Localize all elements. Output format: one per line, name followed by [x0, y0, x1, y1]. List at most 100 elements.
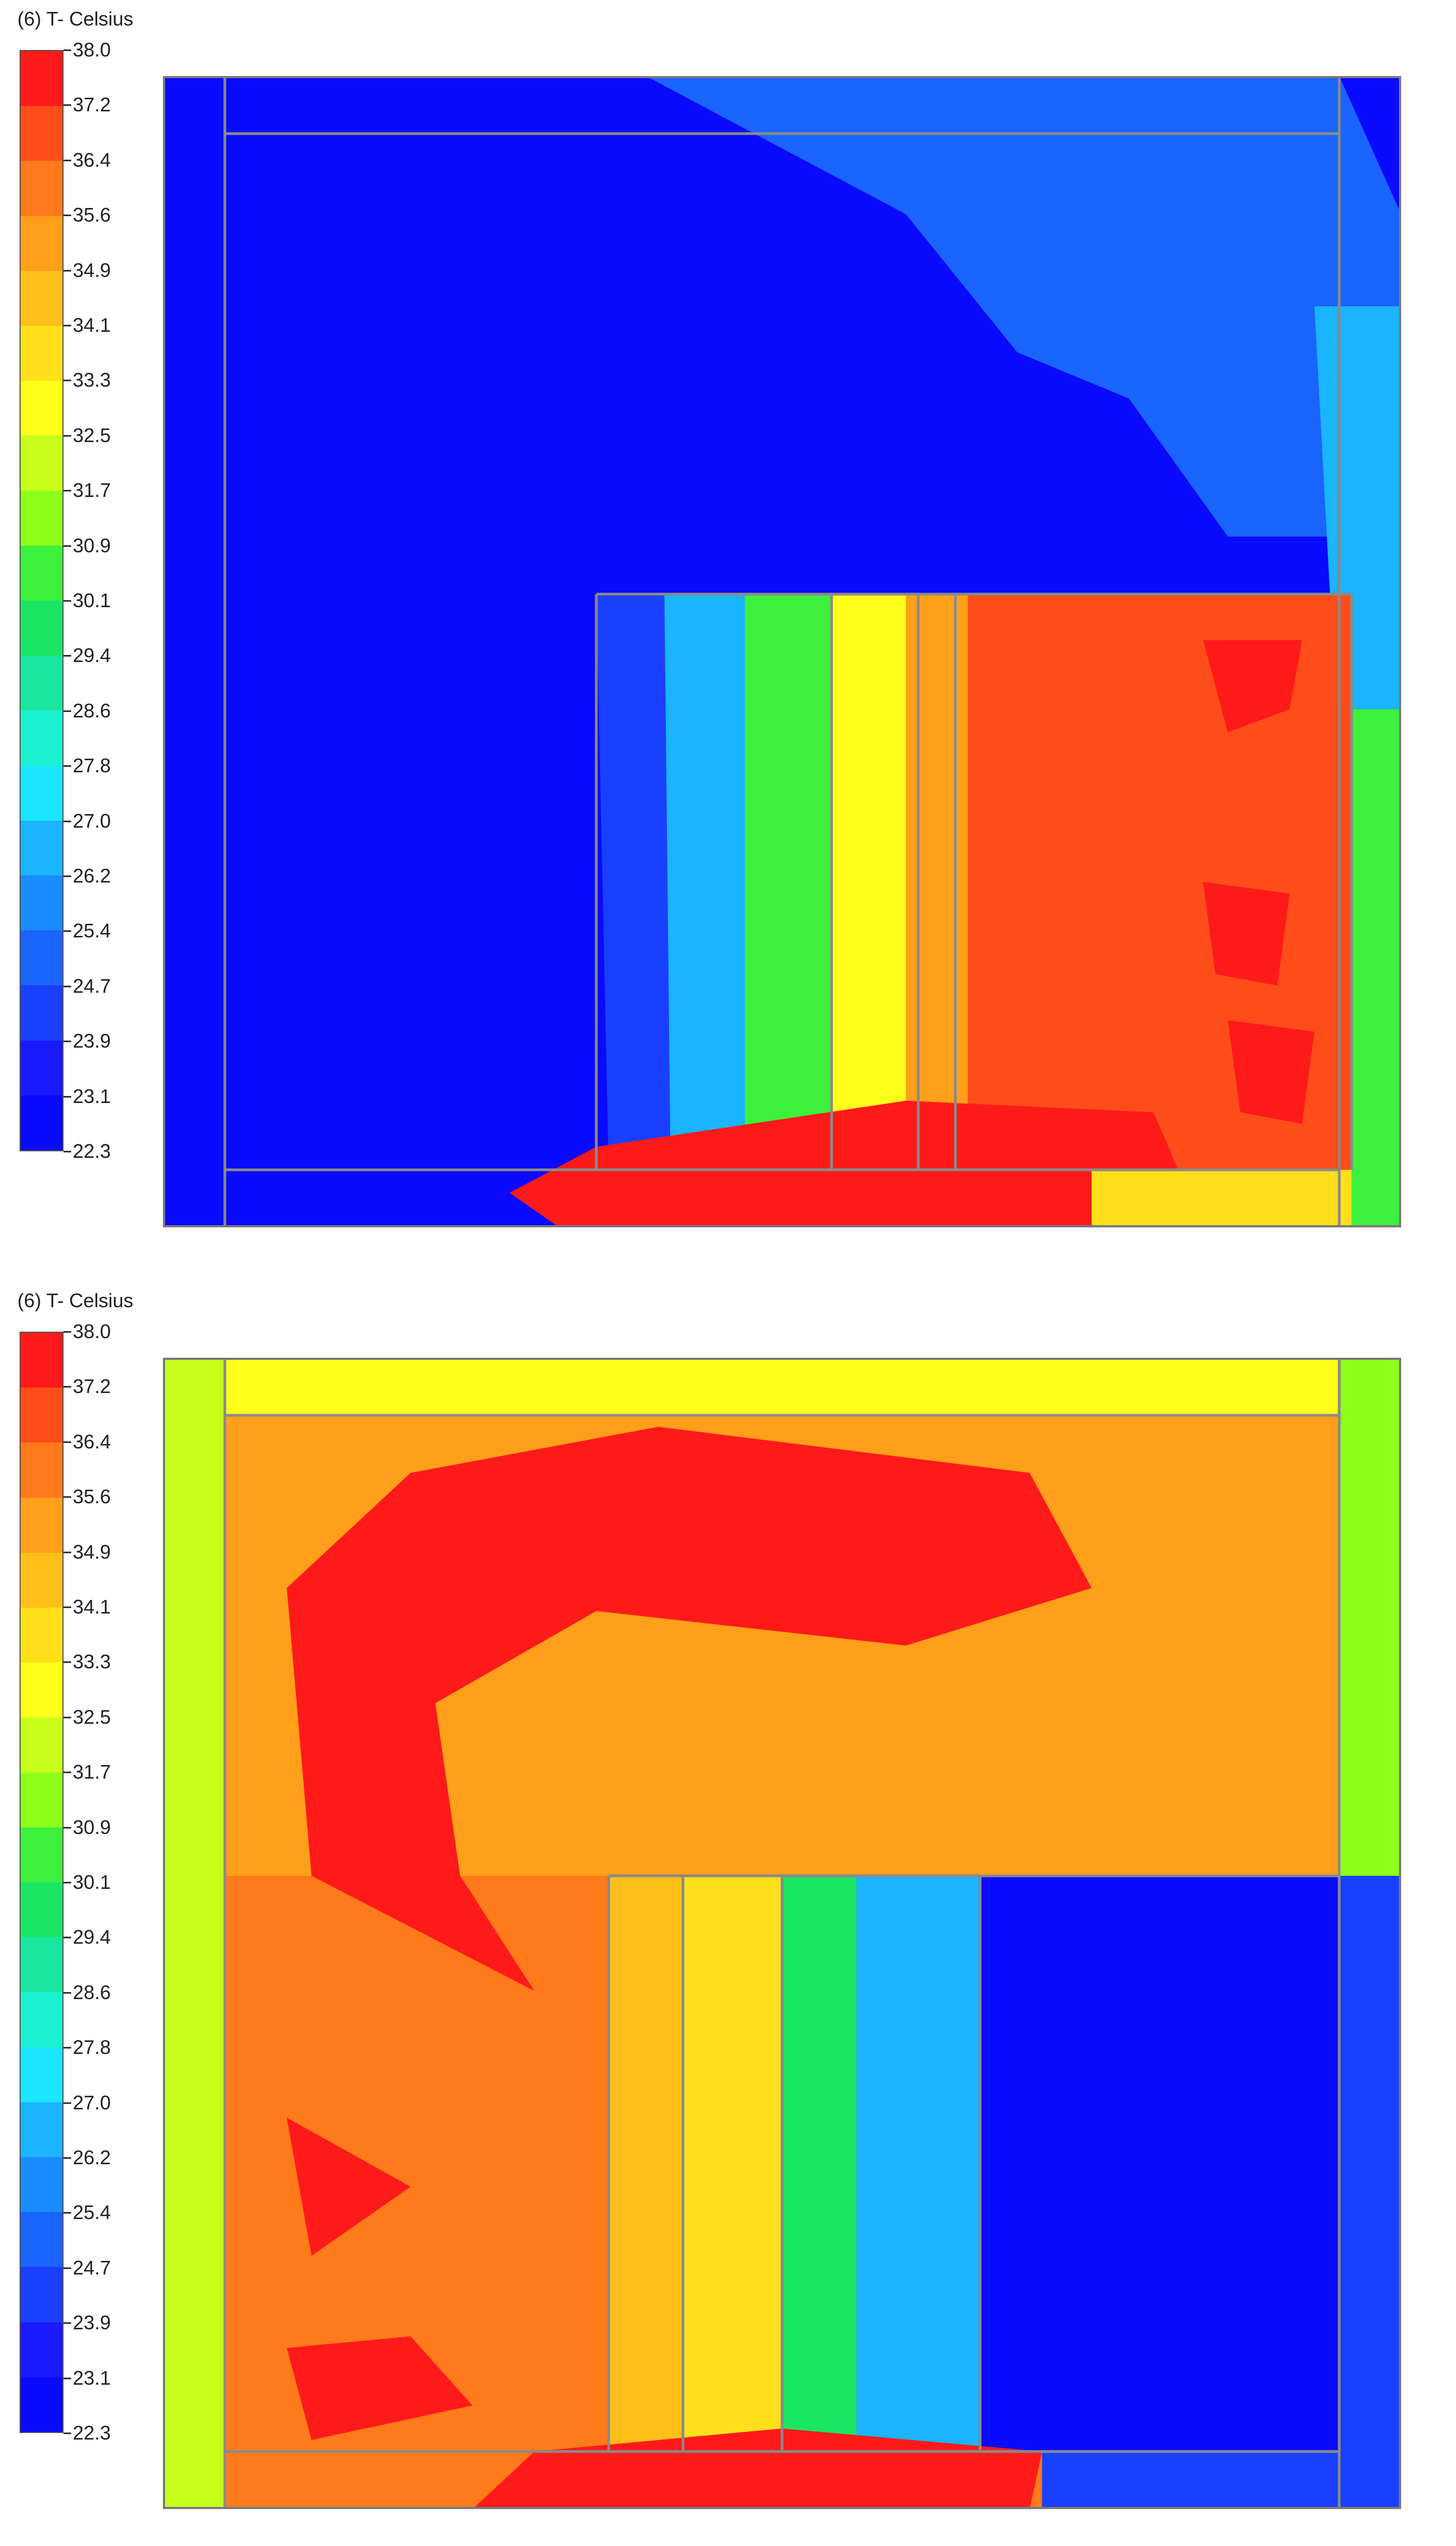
- temperature-region: [1351, 709, 1401, 1227]
- temperature-region: [287, 2118, 411, 2256]
- temperature-region: [287, 1427, 1092, 1991]
- temperature-region: [163, 1358, 1401, 1415]
- colorbar-tick: [64, 1661, 71, 1663]
- temperature-region: [782, 1876, 856, 2452]
- temperature-region: [608, 1876, 683, 2452]
- colorbar-tick: [64, 1441, 71, 1443]
- colorbar-tick: [64, 930, 71, 932]
- colorbar-tick-label: 22.3: [73, 2422, 111, 2444]
- colorbar-tick-label: 24.7: [73, 974, 111, 997]
- colorbar-swatch: [21, 545, 62, 601]
- colorbar-tick-label: 30.9: [73, 534, 111, 557]
- colorbar-tick-label: 34.9: [73, 1540, 111, 1563]
- colorbar-tick: [64, 269, 71, 272]
- colorbar-swatch: [21, 1992, 62, 2048]
- temperature-region: [1116, 134, 1339, 249]
- colorbar-tick: [64, 1386, 71, 1388]
- colorbar-swatch: [21, 601, 62, 657]
- colorbar-tick: [64, 1826, 71, 1829]
- colorbar-tick-label: 37.2: [73, 93, 111, 116]
- colorbar-tick-label: 24.7: [73, 2256, 111, 2279]
- colorbar-swatch: [21, 765, 62, 821]
- temperature-region: [1092, 1170, 1352, 1227]
- colorbar-tick-label: 36.4: [73, 148, 111, 171]
- colorbar-tick-label: 26.2: [73, 865, 111, 887]
- temperature-region: [509, 1100, 1178, 1227]
- colorbar-tick: [64, 820, 71, 822]
- colorbar-tick: [64, 215, 71, 217]
- colorbar-tick: [64, 2377, 71, 2379]
- temperature-region: [163, 1358, 225, 2509]
- colorbar-swatch: [21, 436, 62, 491]
- colorbar-swatch: [21, 161, 62, 217]
- colorbar-tick: [64, 545, 71, 547]
- colorbar-tick-label: 33.3: [73, 369, 111, 392]
- colorbar-tick-label: 32.5: [73, 1705, 111, 1728]
- colorbar-tick-label: 32.5: [73, 424, 111, 446]
- colorbar-swatch: [21, 985, 62, 1041]
- colorbar-title: (6) T- Celsius: [17, 8, 134, 30]
- temperature-contour-plot: [163, 76, 1401, 1227]
- colorbar-tick: [64, 2047, 71, 2049]
- colorbar-tick-label: 31.7: [73, 1761, 111, 1784]
- colorbar-tick: [64, 104, 71, 106]
- colorbar-swatch: [21, 820, 62, 876]
- colorbar-swatch: [21, 1772, 62, 1828]
- temperature-region: [1203, 882, 1290, 986]
- colorbar-tick-label: 26.2: [73, 2146, 111, 2169]
- colorbar-tick: [64, 1937, 71, 1939]
- temperature-panel-bottom: (6) T- Celsius 38.0 37.2 36.4 35.6 34.9 34.1 3…: [0, 1282, 1456, 2542]
- colorbar-swatch: [21, 270, 62, 326]
- colorbar-tick-label: 33.3: [73, 1650, 111, 1673]
- colorbar-swatch: [21, 930, 62, 986]
- colorbar-tick-label: 34.1: [73, 1596, 111, 1618]
- colorbar-tick: [64, 875, 71, 877]
- colorbar-swatch: [21, 2157, 62, 2213]
- colorbar-tick-label: 22.3: [73, 1140, 111, 1162]
- colorbar-tick: [64, 2432, 71, 2434]
- temperature-region: [745, 594, 832, 1170]
- temperature-region: [906, 594, 980, 1170]
- colorbar-swatch: [21, 2267, 62, 2323]
- temperature-contour-plot: [163, 1358, 1401, 2509]
- temperature-panel-top: (6) T- Celsius 38.0 37.2 36.4 35.6 34.9 34.1 3…: [0, 0, 1456, 1260]
- colorbar-tick: [64, 1606, 71, 1608]
- temperature-region: [831, 594, 918, 1170]
- colorbar-tick-label: 35.6: [73, 204, 111, 226]
- colorbar-swatch: [21, 1388, 62, 1444]
- colorbar-tick: [64, 655, 71, 657]
- colorbar-tick-label: 28.6: [73, 1981, 111, 2003]
- colorbar-tick-label: 23.9: [73, 1030, 111, 1053]
- colorbar-tick: [64, 600, 71, 602]
- colorbar-tick-label: 29.4: [73, 644, 111, 667]
- temperature-region: [1203, 640, 1302, 733]
- colorbar-tick: [64, 1095, 71, 1098]
- colorbar-tick-label: 23.1: [73, 2366, 111, 2389]
- colorbar-swatch: [21, 710, 62, 766]
- temperature-region: [1339, 1876, 1401, 2509]
- colorbar-swatch: [21, 2322, 62, 2378]
- colorbar-tick: [64, 434, 71, 437]
- colorbar-swatch: [21, 326, 62, 382]
- colorbar-tick-label: 37.2: [73, 1375, 111, 1398]
- colorbar-tick-label: 29.4: [73, 1926, 111, 1949]
- temperature-region: [472, 2428, 1042, 2509]
- colorbar-tick: [64, 985, 71, 987]
- colorbar-tick: [64, 159, 71, 161]
- colorbar-title: (6) T- Celsius: [17, 1289, 134, 1312]
- temperature-region: [287, 2336, 472, 2440]
- colorbar-tick-label: 30.1: [73, 1871, 111, 1893]
- colorbar-tick: [64, 325, 71, 326]
- temperature-region: [980, 1876, 1339, 2452]
- colorbar-swatch: [21, 2047, 62, 2103]
- colorbar-tick: [64, 765, 71, 767]
- colorbar-tick-label: 36.4: [73, 1430, 111, 1453]
- colorbar-tick-label: 34.9: [73, 259, 111, 281]
- colorbar-swatch: [21, 1497, 62, 1553]
- colorbar-tick-label: 30.1: [73, 589, 111, 612]
- colorbar-swatch: [21, 2377, 62, 2432]
- colorbar-tick-label: 38.0: [73, 1320, 111, 1343]
- plot-frame: [163, 1358, 1401, 2509]
- colorbar-tick-label: 27.0: [73, 809, 111, 832]
- colorbar-tick: [64, 2157, 71, 2159]
